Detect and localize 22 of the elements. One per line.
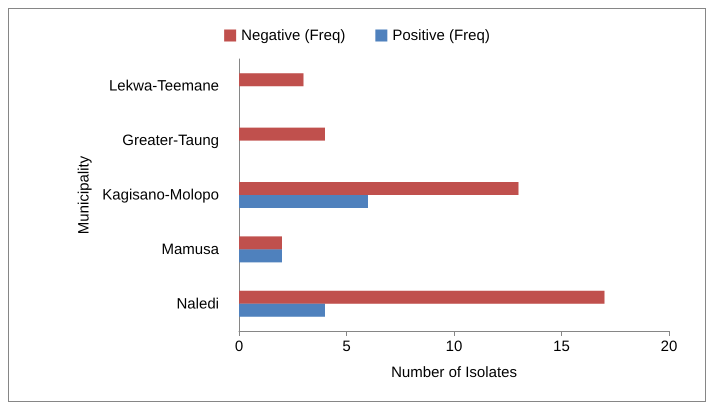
y-tick-label: Mamusa [161,240,220,258]
x-tick-label: 20 [660,338,678,355]
y-tick-label: Lekwa-Teemane [108,78,219,95]
bar [239,195,368,208]
bar [239,73,304,86]
x-axis-title: Number of Isolates [391,364,517,381]
x-tick-label: 10 [446,338,462,355]
x-tick-label: 5 [342,338,351,355]
bar [239,236,282,250]
bar [239,290,604,304]
bar [239,249,282,262]
legend-label: Negative (Freq) [241,27,346,44]
y-axis-title: Municipality [75,155,92,234]
y-tick-label: Naledi [176,295,219,312]
legend-label: Positive (Freq) [392,27,490,44]
bar [239,182,518,195]
x-tick-label: 15 [553,338,570,355]
bar [239,128,325,141]
y-tick-label: Kagisano-Molopo [102,186,219,204]
x-tick-label: 0 [234,338,244,355]
bar [239,304,325,317]
y-tick-label: Greater-Taung [122,132,219,150]
